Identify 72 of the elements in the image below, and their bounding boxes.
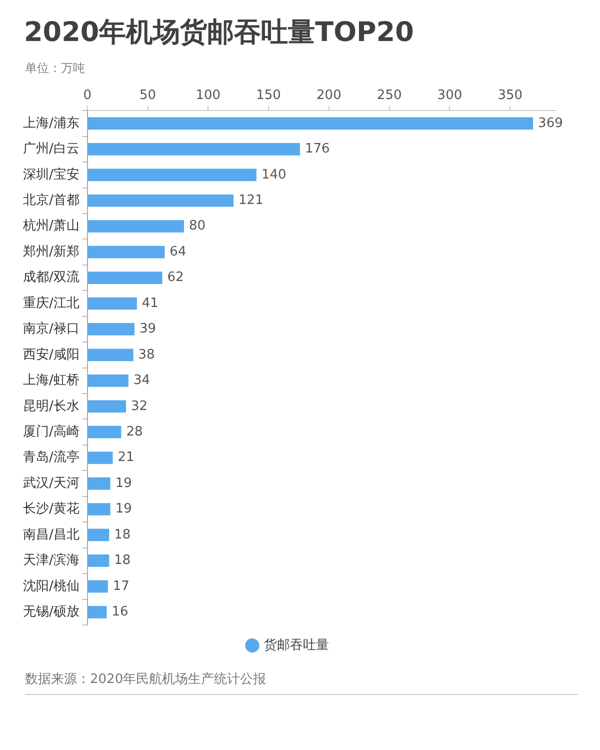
chart-subtitle: 单位：万吨 [25,60,85,77]
data-label: 369 [538,116,563,131]
y-tick-label: 重庆/江北 [22,296,80,311]
source-note: 数据来源：2020年民航机场生产统计公报 [25,671,266,688]
data-label: 62 [167,270,184,286]
legend-label: 货邮吞吐量 [264,638,329,653]
y-tick-label: 成都/双流 [22,269,80,286]
bar [88,246,165,258]
y-tick-label: 沈阳/桃仙 [22,578,80,594]
bar [88,374,128,387]
bar [88,477,110,490]
bar [88,348,134,362]
data-label: 18 [114,553,131,568]
y-tick-label: 天津/滨海 [22,552,80,568]
x-tick-label: 300 [437,88,462,104]
data-label: 19 [115,476,132,491]
data-label: 140 [261,167,286,182]
y-tick-label: 武汉/天河 [22,476,80,491]
x-tick-label: 50 [139,88,156,104]
bar [88,117,534,130]
data-label: 34 [133,373,150,388]
bar [88,452,113,464]
y-tick-label: 长沙/黄花 [22,502,80,517]
bar [88,528,110,542]
x-tick-label: 0 [83,88,92,104]
y-tick-label: 上海/浦东 [22,116,80,131]
y-tick-label: 广州/白云 [22,142,80,157]
data-label: 18 [114,527,131,542]
bar [88,503,110,516]
x-tick-label: 150 [256,88,281,104]
data-label: 17 [112,578,130,594]
bar [88,580,108,593]
x-tick-label: 250 [376,88,402,104]
x-tick-label: 200 [316,88,342,104]
x-tick-label: 350 [498,88,523,104]
data-label: 28 [126,424,143,440]
data-label: 176 [304,142,330,157]
x-tick-label: 100 [196,88,221,104]
y-tick-label: 无锡/硕放 [22,604,80,620]
bar [88,168,256,182]
bar [88,143,300,156]
bar [88,426,122,438]
bar [88,272,162,284]
y-tick-label: 深圳/宝安 [22,166,80,182]
y-tick-label: 南昌/昌北 [22,527,80,542]
data-label: 39 [139,322,156,337]
bar [88,606,107,618]
y-tick-label: 南京/禄口 [22,322,80,337]
y-tick-label: 西安/咸阳 [22,346,80,362]
bar [88,297,137,310]
bar [88,323,134,336]
bar [88,220,184,233]
y-tick-label: 杭州/萧山 [22,218,80,234]
y-tick-label: 昆明/长水 [22,398,80,414]
chart-title: 2020年机场货邮吞吐量TOP20 [24,16,414,50]
y-tick-label: 青岛/流亭 [22,449,80,466]
data-label: 41 [142,296,158,311]
bar [88,554,110,567]
y-tick-label: 厦门/高崎 [22,423,80,440]
bar [88,194,234,207]
bar [88,400,126,413]
data-label: 121 [238,192,264,208]
y-tick-label: 上海/虹桥 [22,373,80,388]
data-label: 32 [131,398,148,414]
data-label: 21 [118,450,134,466]
data-label: 38 [138,347,155,362]
data-label: 19 [115,502,132,517]
data-label: 80 [189,218,206,234]
y-tick-label: 北京/首都 [22,192,80,208]
data-label: 64 [170,244,186,260]
y-tick-label: 郑州/新郑 [22,244,80,260]
data-label: 16 [112,604,128,620]
